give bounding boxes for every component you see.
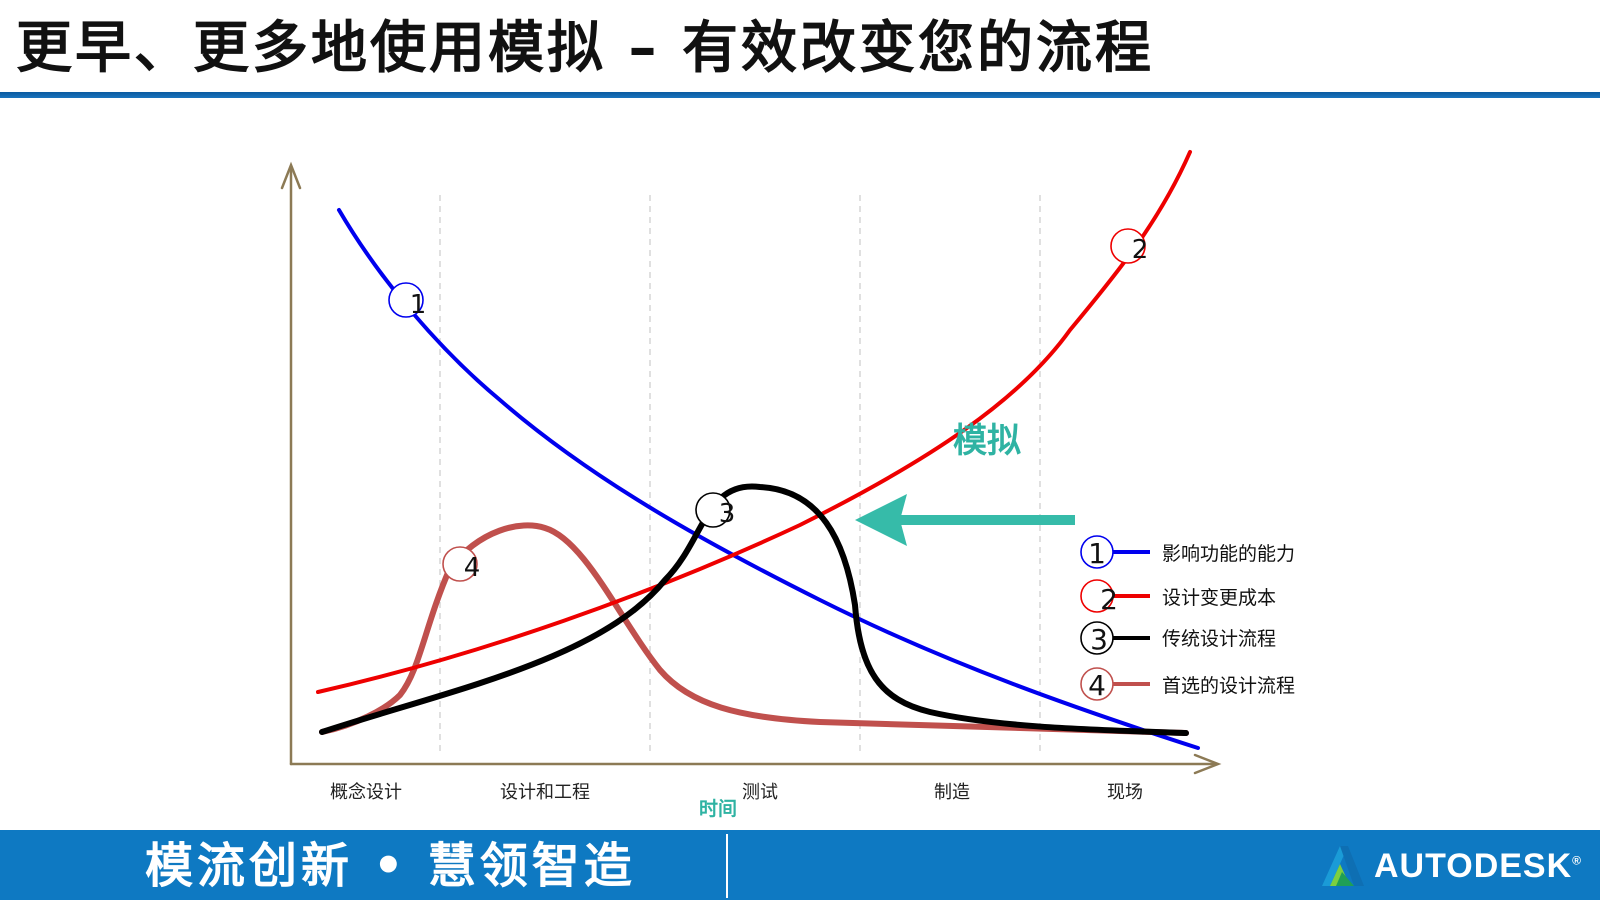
legend-number: 2: [1100, 583, 1118, 616]
curve-traditional-process: [319, 483, 1189, 736]
legend-item-preferred-process: 4 首选的设计流程: [1080, 667, 1295, 702]
title-underline: [0, 92, 1600, 98]
legend-number: 3: [1090, 623, 1108, 656]
legend: 1 影响功能的能力 2 设计变更成本 3 传统设计流程 4 首选的设计流程: [1080, 535, 1295, 702]
autodesk-mark-icon: [1321, 846, 1364, 886]
marker-circle-2: [1110, 228, 1146, 264]
marker-circle-1: [388, 282, 424, 318]
y-axis-arrowhead: [280, 161, 302, 190]
page-title: 更早、更多地使用模拟 – 有效改变您的流程: [16, 16, 1154, 81]
simulation-arrow: [855, 494, 1075, 546]
phase-label-manufacturing: 制造: [934, 782, 970, 803]
footer-bar: 模流创新 • 慧领智造 AUTODESK®: [0, 830, 1600, 900]
brand-text: AUTODESK: [1373, 846, 1573, 885]
slogan-left: 模流创新: [145, 838, 354, 894]
curve-design-change-cost: [316, 150, 1192, 694]
phase-label-field: 现场: [1107, 782, 1143, 803]
curve-ability-to-influence: [337, 208, 1200, 750]
brand-name: AUTODESK®: [1374, 847, 1582, 886]
legend-label: 首选的设计流程: [1162, 675, 1295, 697]
legend-item-ability-to-influence: 1 影响功能的能力: [1080, 535, 1295, 570]
legend-label: 影响功能的能力: [1162, 543, 1295, 565]
x-axis-label: 时间: [699, 798, 737, 820]
slogan-separator: •: [373, 838, 408, 894]
legend-number: 1: [1088, 537, 1106, 570]
footer-slogan: 模流创新 • 慧领智造: [145, 836, 636, 896]
footer-divider: [726, 834, 728, 898]
marker-circle-4: [442, 546, 478, 582]
marker-circle-3: [695, 492, 731, 528]
phase-label-concept: 概念设计: [330, 781, 402, 803]
marker-label-4: 4: [464, 553, 481, 583]
phase-label-design-engineering: 设计和工程: [500, 782, 590, 803]
legend-label: 传统设计流程: [1162, 628, 1276, 650]
process-diagram: 1 2 3 4 模拟 概念设计 设计和工程 测试 制造 现场 时间 1 影响功能…: [280, 150, 1295, 820]
slogan-right: 慧领智造: [427, 838, 636, 894]
simulation-label: 模拟: [953, 421, 1021, 461]
legend-number: 4: [1088, 669, 1106, 702]
phase-label-testing: 测试: [742, 782, 778, 803]
registered-mark: ®: [1572, 853, 1582, 868]
marker-label-2: 2: [1132, 235, 1149, 265]
legend-label: 设计变更成本: [1162, 587, 1276, 609]
marker-label-1: 1: [410, 290, 427, 320]
legend-item-design-change-cost: 2 设计变更成本: [1080, 579, 1276, 616]
marker-label-3: 3: [719, 499, 736, 529]
autodesk-logo: AUTODESK®: [1320, 844, 1582, 888]
x-axis-arrowhead: [1193, 753, 1222, 775]
legend-item-traditional-process: 3 传统设计流程: [1080, 621, 1276, 656]
curve-preferred-process: [319, 522, 1189, 736]
